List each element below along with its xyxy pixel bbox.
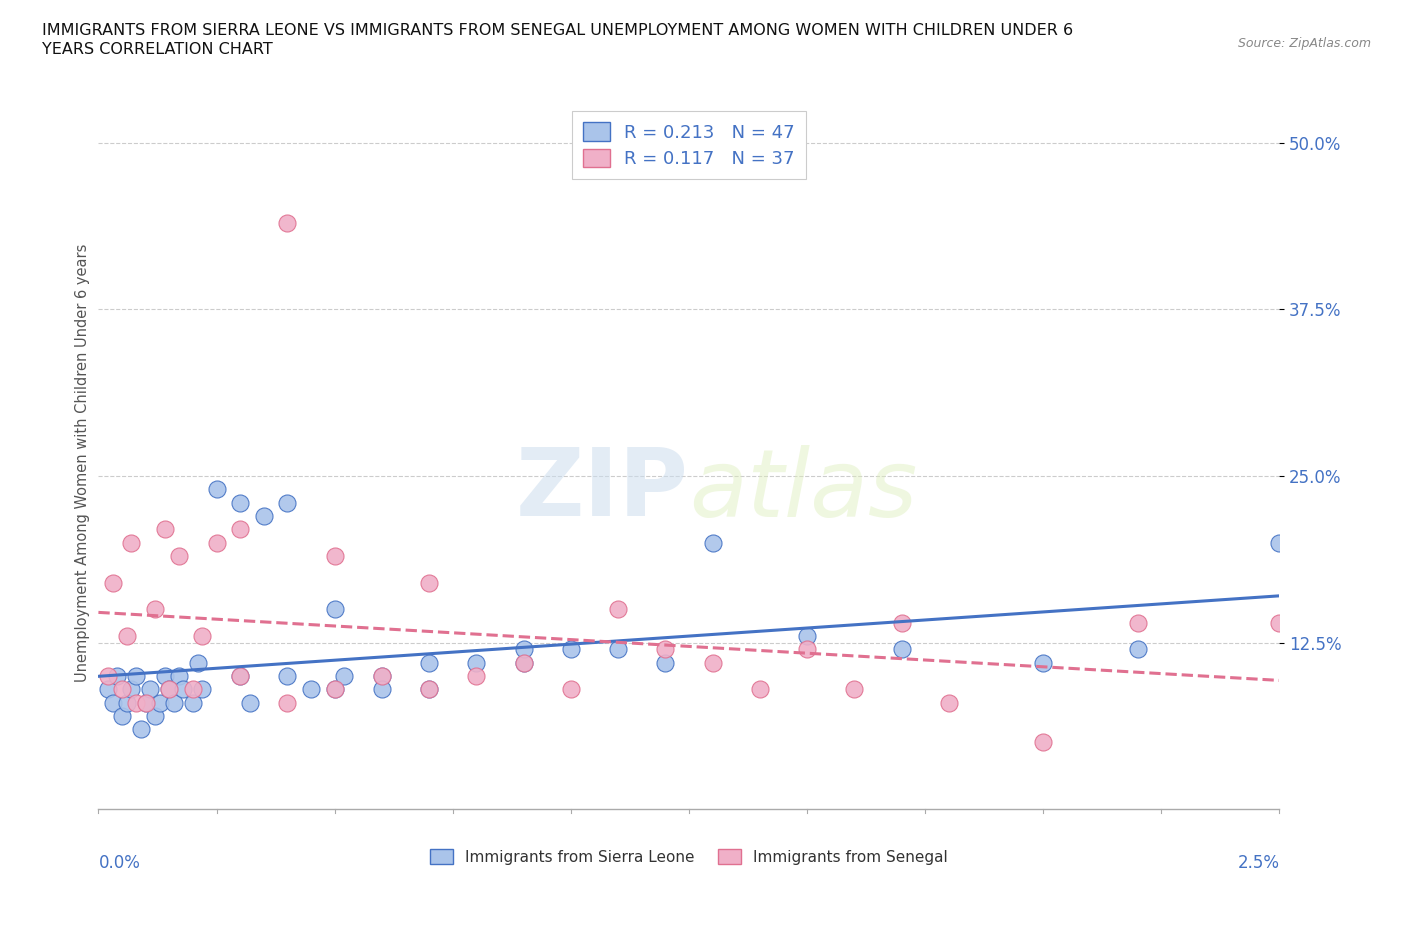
Point <box>239 695 262 710</box>
Point <box>129 722 152 737</box>
Point <box>181 695 204 710</box>
Point <box>229 495 252 510</box>
Point <box>167 549 190 564</box>
Point <box>125 669 148 684</box>
Point <box>1032 735 1054 750</box>
Point <box>418 655 440 670</box>
Point <box>371 682 394 697</box>
Point <box>323 682 346 697</box>
Point <box>97 682 120 697</box>
Text: IMMIGRANTS FROM SIERRA LEONE VS IMMIGRANTS FROM SENEGAL UNEMPLOYMENT AMONG WOMEN: IMMIGRANTS FROM SIERRA LEONE VS IMMIGRAN… <box>42 23 1073 38</box>
Point <box>191 629 214 644</box>
Text: ZIP: ZIP <box>516 445 689 537</box>
Point <box>607 642 630 657</box>
Text: 2.5%: 2.5% <box>1237 854 1279 872</box>
Point <box>607 602 630 617</box>
Point <box>702 655 724 670</box>
Point <box>125 695 148 710</box>
Point <box>512 642 534 657</box>
Point <box>149 695 172 710</box>
Point <box>796 629 818 644</box>
Point <box>229 669 252 684</box>
Point <box>139 682 162 697</box>
Point <box>157 682 180 697</box>
Point <box>748 682 770 697</box>
Point <box>253 509 276 524</box>
Point <box>654 642 676 657</box>
Point <box>97 669 120 684</box>
Point <box>172 682 194 697</box>
Point <box>153 522 176 537</box>
Point <box>465 669 488 684</box>
Point <box>111 682 134 697</box>
Text: Source: ZipAtlas.com: Source: ZipAtlas.com <box>1237 37 1371 50</box>
Point <box>115 695 138 710</box>
Point <box>1126 615 1149 630</box>
Point <box>371 669 394 684</box>
Point <box>890 615 912 630</box>
Point <box>187 655 209 670</box>
Point <box>276 216 298 231</box>
Point <box>157 682 180 697</box>
Point <box>1032 655 1054 670</box>
Point <box>163 695 186 710</box>
Point <box>890 642 912 657</box>
Point <box>418 682 440 697</box>
Legend: Immigrants from Sierra Leone, Immigrants from Senegal: Immigrants from Sierra Leone, Immigrants… <box>425 843 953 870</box>
Point <box>135 695 157 710</box>
Point <box>654 655 676 670</box>
Point <box>796 642 818 657</box>
Point <box>167 669 190 684</box>
Point <box>101 695 124 710</box>
Point <box>143 602 166 617</box>
Text: YEARS CORRELATION CHART: YEARS CORRELATION CHART <box>42 42 273 57</box>
Y-axis label: Unemployment Among Women with Children Under 6 years: Unemployment Among Women with Children U… <box>75 244 90 682</box>
Point <box>938 695 960 710</box>
Point <box>153 669 176 684</box>
Point <box>1268 615 1291 630</box>
Point <box>512 655 534 670</box>
Point <box>276 695 298 710</box>
Point <box>191 682 214 697</box>
Text: 0.0%: 0.0% <box>98 854 141 872</box>
Point <box>299 682 322 697</box>
Point <box>465 655 488 670</box>
Point <box>229 522 252 537</box>
Point <box>418 575 440 590</box>
Point <box>115 629 138 644</box>
Point <box>181 682 204 697</box>
Point <box>323 682 346 697</box>
Point <box>560 682 582 697</box>
Point <box>229 669 252 684</box>
Point <box>1268 535 1291 550</box>
Point <box>323 549 346 564</box>
Point <box>276 669 298 684</box>
Point <box>121 682 143 697</box>
Point <box>205 482 228 497</box>
Point <box>418 682 440 697</box>
Point <box>105 669 128 684</box>
Point <box>205 535 228 550</box>
Point <box>111 709 134 724</box>
Point <box>143 709 166 724</box>
Point <box>121 535 143 550</box>
Point <box>333 669 356 684</box>
Point <box>1126 642 1149 657</box>
Point <box>101 575 124 590</box>
Point <box>323 602 346 617</box>
Point <box>560 642 582 657</box>
Point <box>512 655 534 670</box>
Point <box>371 669 394 684</box>
Point <box>276 495 298 510</box>
Point <box>135 695 157 710</box>
Point <box>844 682 866 697</box>
Text: atlas: atlas <box>689 445 917 536</box>
Point <box>702 535 724 550</box>
